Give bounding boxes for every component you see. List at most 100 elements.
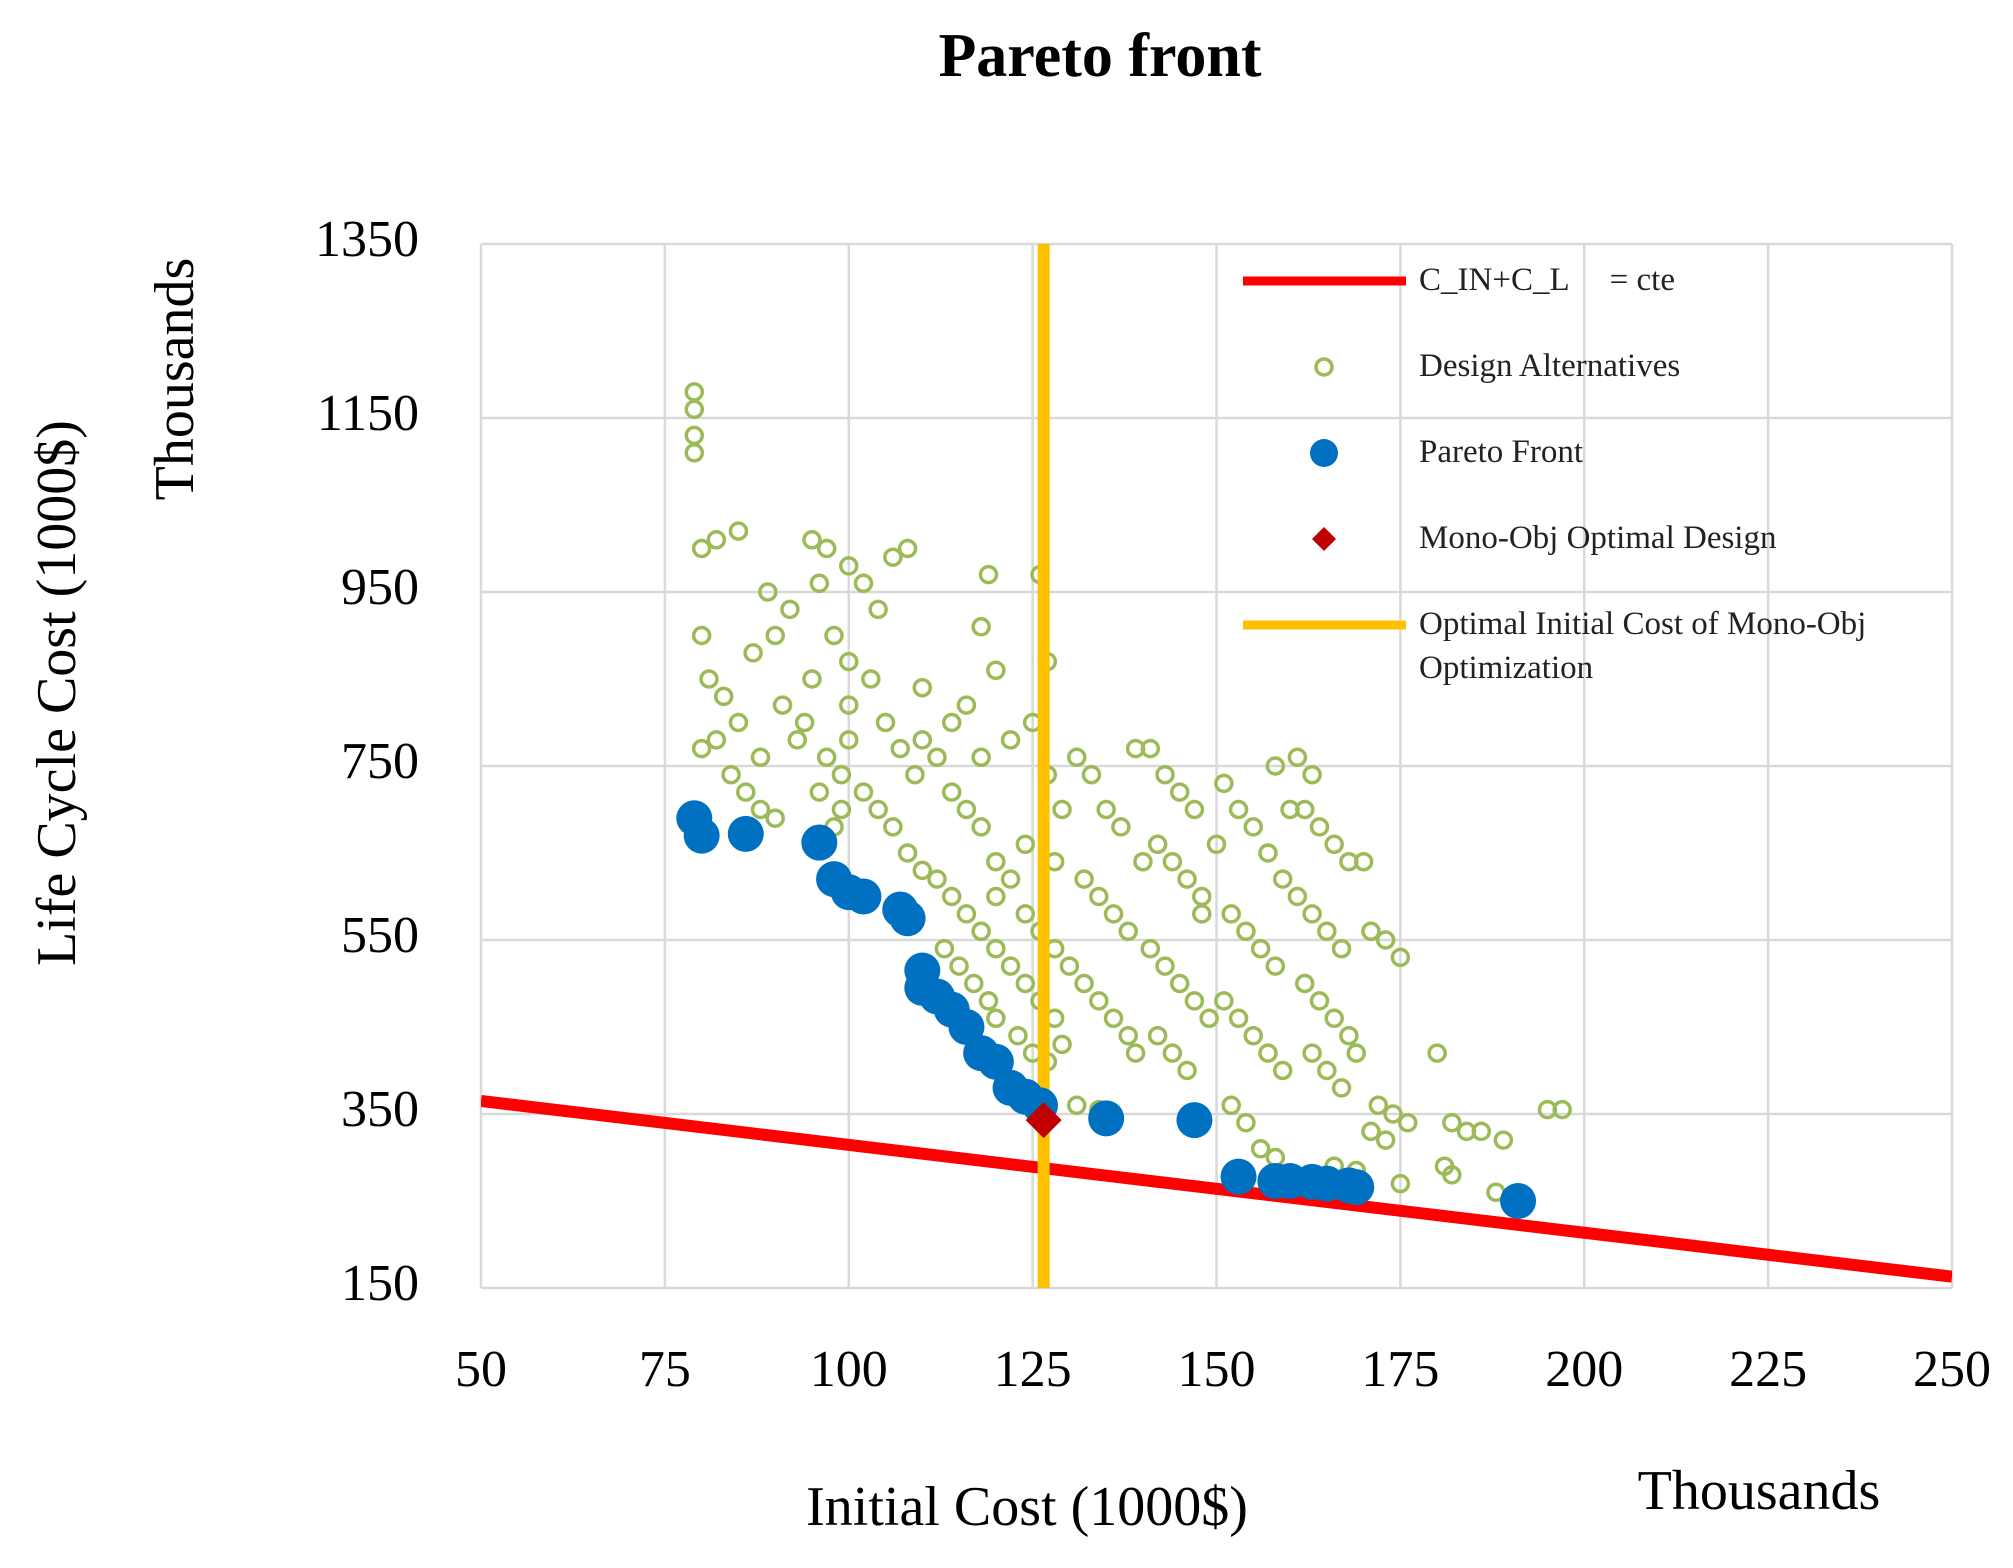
design-point [1287,747,1308,768]
design-point [1368,1095,1389,1116]
design-point [1427,1043,1447,1063]
design-point [684,399,705,420]
x-tick-label: 175 [1361,1341,1439,1398]
design-point [691,625,712,646]
legend-label: Optimal Initial Cost of Mono-Obj Optimiz… [1419,606,1875,686]
design-point [1214,991,1234,1011]
design-point [839,695,859,715]
design-point [1265,756,1286,776]
design-point [927,747,947,768]
pareto-point [1338,1169,1375,1206]
design-point [1008,1025,1028,1046]
design-point [1309,991,1330,1011]
design-point [1177,1060,1197,1081]
design-point [1000,730,1021,750]
design-point [824,625,844,646]
design-point [691,538,712,559]
design-point [1236,921,1256,942]
x-unit-label: Thousands [1638,1460,1881,1522]
design-point [861,669,881,689]
design-point [986,851,1006,872]
design-point [1295,799,1315,820]
design-point [1015,834,1036,855]
design-point [1353,851,1374,872]
design-point [728,712,749,733]
y-tick-label: 950 [341,559,419,616]
design-point [1243,1025,1264,1046]
design-point [978,564,999,585]
design-point [868,599,888,620]
design-point [883,547,903,567]
y-unit-label: Thousands [144,258,206,501]
design-point [1133,851,1153,872]
pareto-point [948,1009,985,1045]
pareto-point [977,1043,1014,1080]
design-point [1089,991,1109,1011]
design-point [1052,799,1072,820]
pareto-point [1500,1183,1537,1219]
pareto-point [889,900,926,937]
design-point [839,730,859,750]
design-point [986,1008,1006,1029]
design-point [1118,921,1138,942]
design-point [1118,1025,1138,1046]
design-point [1192,886,1212,907]
x-tick-label: 75 [639,1341,691,1398]
design-point [780,599,800,620]
design-point [1317,921,1337,942]
design-point [1331,1078,1352,1098]
legend-symbol [1314,357,1334,377]
design-point [1206,834,1227,855]
legend-label: Mono-Obj Optimal Design [1419,520,1777,556]
design-point [750,747,771,768]
design-point [941,712,962,733]
design-point [1272,1060,1293,1081]
x-axis-label: Initial Cost (1000$) [806,1476,1248,1538]
design-point [883,817,903,837]
y-tick-label: 1350 [315,211,419,268]
design-point [721,764,741,785]
y-tick-label: 750 [341,733,419,790]
design-point [765,625,785,646]
x-tick-label: 200 [1545,1341,1623,1398]
chart-title: Pareto front [938,22,1261,90]
design-point [1214,773,1234,794]
design-point [1265,956,1286,976]
line [481,1094,1952,1283]
design-point [765,808,785,828]
plot-area [481,244,1952,1288]
design-point [1397,1112,1418,1133]
y-tick-label: 1150 [317,385,419,442]
design-point [912,677,933,698]
pareto-point [727,815,764,852]
design-point [890,738,910,759]
design-point [1147,1025,1168,1046]
design-point [971,921,991,942]
design-point [802,669,822,689]
design-point [1169,782,1190,802]
design-point [971,617,991,637]
design-point [875,712,896,733]
design-point [1125,1043,1146,1063]
design-point [956,695,977,715]
design-point [1375,1130,1396,1150]
design-point [1493,1130,1514,1150]
design-point [956,904,977,924]
design-point [831,799,852,820]
design-point [941,782,962,802]
design-point [971,817,991,837]
design-point [1228,1008,1249,1029]
design-point [978,991,999,1011]
design-point [772,695,793,715]
design-point [1361,1121,1381,1142]
design-point [809,782,830,802]
design-point [1236,1112,1256,1133]
design-point [912,730,933,750]
design-point [1258,1043,1278,1063]
design-point [1221,904,1241,924]
design-point [986,886,1006,907]
design-point [1390,1173,1411,1194]
design-point [941,886,962,907]
